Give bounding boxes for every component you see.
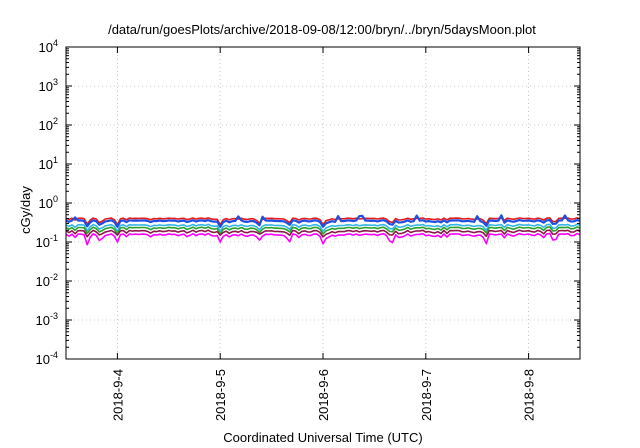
series-line-6 (65, 232, 581, 246)
ticks: 10-4 10-3 10-2 10-1 100 101 102 103 104 2018-9-4 2… (36, 38, 580, 421)
x-tick-label: 2018-9-7 (419, 369, 434, 421)
series-line-3 (65, 223, 581, 232)
x-tick-label: 2018-9-5 (213, 369, 228, 421)
y-tick-label: 100 (39, 194, 58, 211)
y-axis-label: cGy/day (18, 186, 33, 234)
series-line-1 (65, 217, 581, 226)
series-line-5 (65, 229, 581, 238)
y-tick-label: 101 (39, 155, 58, 172)
y-tick-label: 10-4 (36, 350, 58, 367)
series-line-4 (65, 226, 581, 235)
y-tick-label: 10-1 (36, 233, 58, 250)
series-group (65, 214, 581, 246)
x-tick-label: 2018-9-8 (522, 369, 537, 421)
y-tick-label: 103 (39, 77, 58, 94)
y-tick-label: 10-2 (36, 272, 58, 289)
series-line-2 (65, 214, 581, 228)
chart-title: /data/run/goesPlots/archive/2018-09-08/1… (108, 22, 536, 37)
y-tick-label: 10-3 (36, 311, 58, 328)
grid (66, 46, 580, 360)
y-tick-label: 102 (39, 116, 58, 133)
x-axis-label: Coordinated Universal Time (UTC) (223, 430, 422, 445)
x-tick-label: 2018-9-6 (316, 369, 331, 421)
y-tick-label: 104 (39, 38, 58, 55)
x-tick-label: 2018-9-4 (110, 369, 125, 421)
